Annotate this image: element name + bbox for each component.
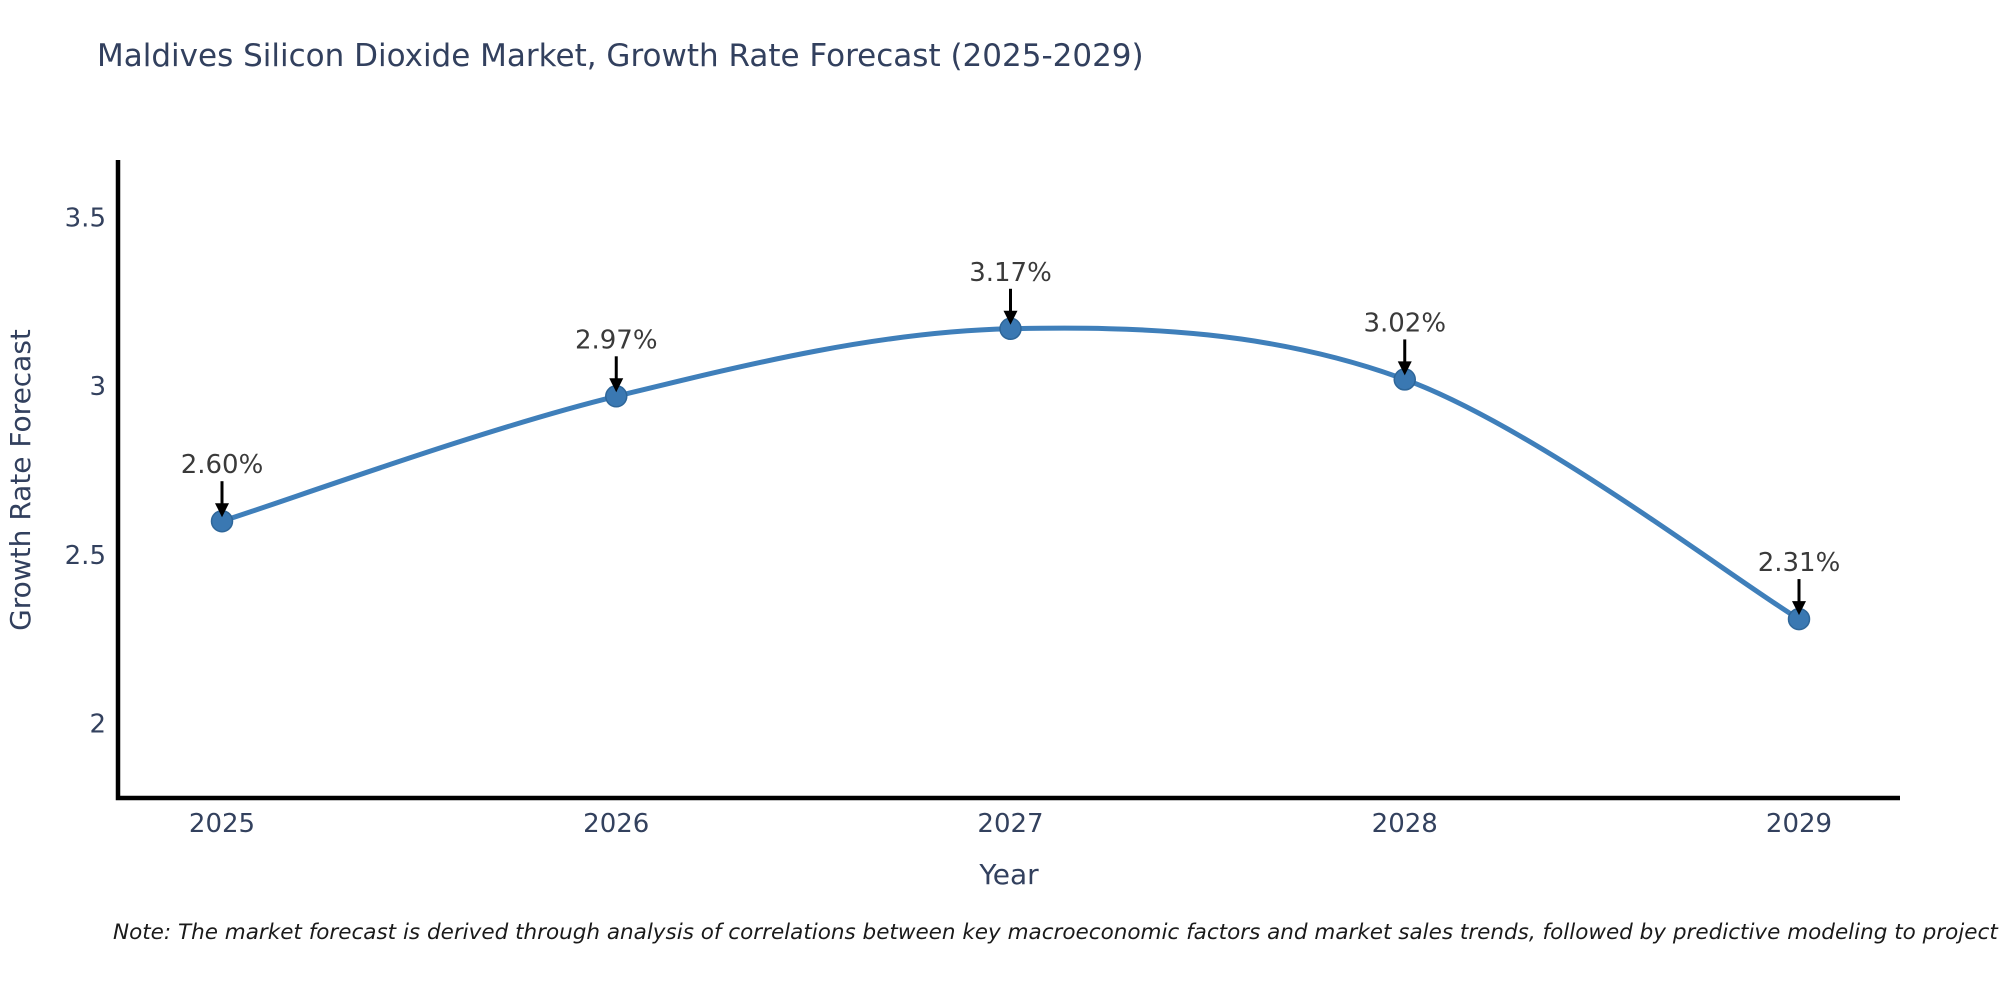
annotation-arrowhead-2027 — [1003, 310, 1018, 325]
x-tick-label-2028: 2028 — [1372, 809, 1438, 839]
axis-spines — [115, 160, 1900, 801]
chart-footnote: Note: The market forecast is derived thr… — [113, 920, 2000, 945]
chart-title: Maldives Silicon Dioxide Market, Growth … — [97, 38, 1144, 74]
y-tick-label-2: 2 — [89, 710, 106, 740]
annotation-arrowhead-2028 — [1397, 361, 1412, 376]
y-tick-label-3: 3 — [89, 372, 106, 402]
y-tick-label-2.5: 2.5 — [65, 541, 106, 571]
y-tick-label-3.5: 3.5 — [65, 203, 106, 233]
annotation-arrowhead-2025 — [215, 503, 229, 518]
annotation-arrowhead-2029 — [1792, 601, 1806, 616]
x-tick-label-2026: 2026 — [583, 809, 649, 839]
x-axis-title: Year — [978, 858, 1039, 891]
point-label-2027: 3.17% — [969, 258, 1052, 288]
point-label-2025: 2.60% — [181, 450, 264, 480]
x-tick-label-2027: 2027 — [977, 809, 1043, 839]
x-tick-label-2029: 2029 — [1766, 809, 1832, 839]
trend-line — [219, 325, 1802, 622]
y-axis-title: Growth Rate Forecast — [4, 329, 37, 631]
point-label-2028: 3.02% — [1363, 308, 1446, 338]
annotation-arrowhead-2026 — [609, 378, 624, 393]
point-label-2029: 2.31% — [1758, 548, 1841, 578]
point-label-2026: 2.97% — [575, 325, 658, 355]
x-tick-label-2025: 2025 — [189, 809, 255, 839]
